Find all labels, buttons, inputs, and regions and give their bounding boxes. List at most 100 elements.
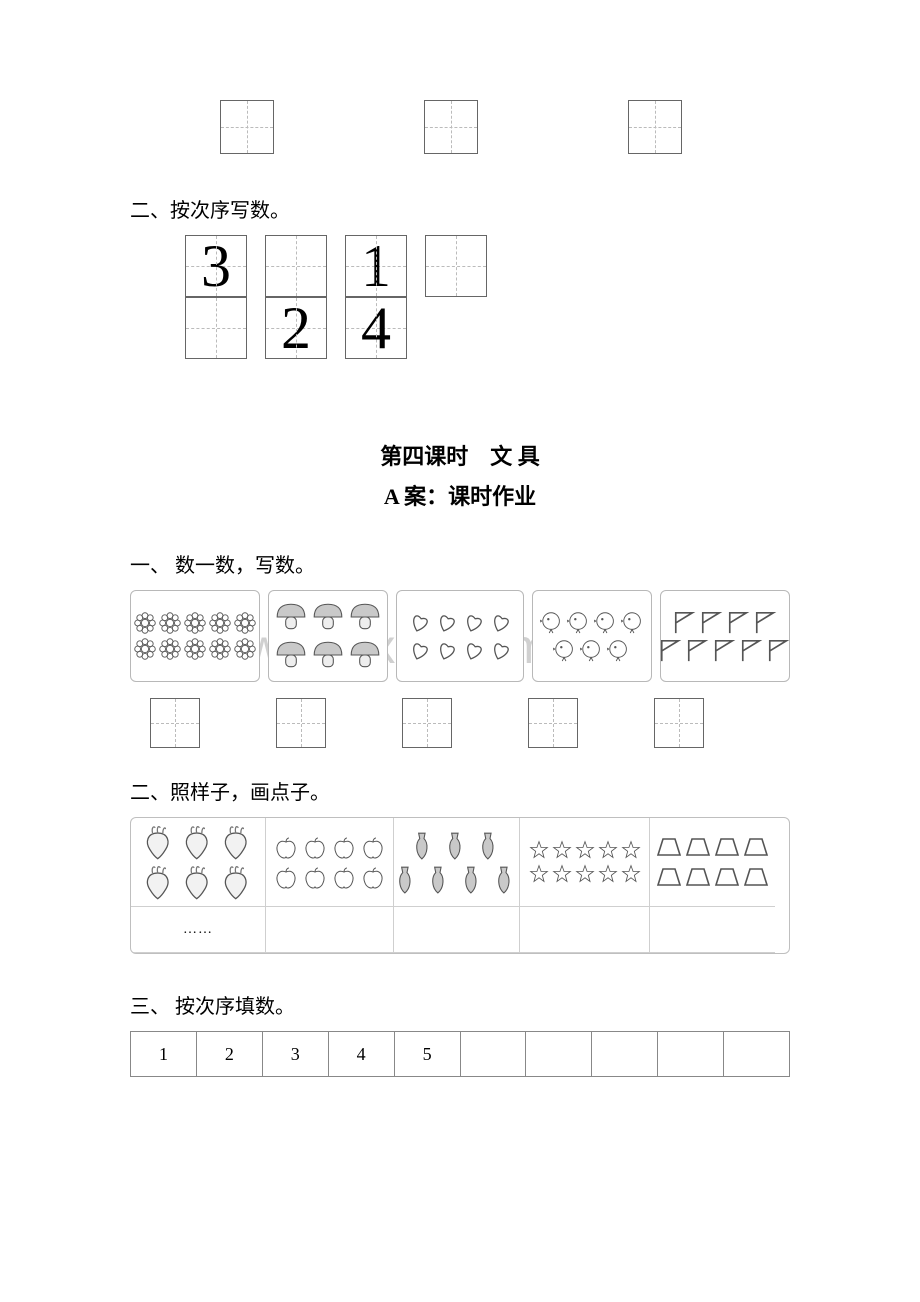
star-icon <box>575 864 595 884</box>
q3-heading: 三、 按次序填数。 <box>130 990 790 1019</box>
flower-icon <box>134 612 156 634</box>
digit-label: 3 <box>186 236 246 296</box>
flag-icon <box>686 638 710 662</box>
tianzige-box <box>265 235 327 297</box>
count-card-chick <box>532 590 652 682</box>
count-card-mushroom <box>268 590 388 682</box>
q3-cell: 2 <box>197 1032 263 1076</box>
chick-icon <box>594 610 618 634</box>
flag-icon <box>767 638 791 662</box>
q2-cell-apple <box>266 818 394 907</box>
flag-icon <box>740 638 764 662</box>
q3-cell: 3 <box>263 1032 329 1076</box>
radish-icon <box>219 824 255 860</box>
tianzige-box <box>276 698 326 748</box>
q2-answer-cell <box>520 907 650 953</box>
q2-answer-cell <box>650 907 775 953</box>
q3-cell <box>526 1032 592 1076</box>
digit-label <box>186 298 246 358</box>
q2-cell-vase <box>394 818 520 907</box>
tianzige-box <box>402 698 452 748</box>
q3-cell <box>592 1032 658 1076</box>
mushroom-icon <box>311 600 345 634</box>
q2-answer-cell <box>266 907 394 953</box>
count-card-flower <box>130 590 260 682</box>
digit-label <box>266 236 326 296</box>
apple-icon <box>302 834 328 860</box>
trapezoid-icon <box>743 834 769 860</box>
q3-cell: 1 <box>131 1032 197 1076</box>
vase-icon <box>409 830 439 860</box>
trapezoid-icon <box>656 834 682 860</box>
heart-icon <box>462 638 486 662</box>
flower-icon <box>234 638 256 660</box>
count-card-heart <box>396 590 524 682</box>
q1-heading: 一、 数一数，写数。 <box>130 549 790 578</box>
heart-icon <box>408 610 432 634</box>
apple-icon <box>273 864 299 890</box>
star-icon <box>598 840 618 860</box>
trapezoid-icon <box>714 864 740 890</box>
digit-label: 2 <box>266 298 326 358</box>
vase-icon <box>458 864 488 894</box>
tianzige-box <box>150 698 200 748</box>
chick-icon <box>567 610 591 634</box>
flower-icon <box>209 638 231 660</box>
vase-icon <box>475 830 505 860</box>
radish-icon <box>180 864 216 900</box>
apple-icon <box>360 834 386 860</box>
lesson-title: 第四课时 文 具 <box>130 439 790 471</box>
q3-cell: 4 <box>329 1032 395 1076</box>
q2-cell-star <box>520 818 650 907</box>
flag-icon <box>727 610 751 634</box>
heart-icon <box>462 610 486 634</box>
tianzige-box <box>654 698 704 748</box>
radish-icon <box>180 824 216 860</box>
flag-icon <box>673 610 697 634</box>
star-icon <box>621 864 641 884</box>
q3-cell: 5 <box>395 1032 461 1076</box>
flower-icon <box>159 612 181 634</box>
tianzige-box: 4 <box>345 297 407 359</box>
flag-icon <box>700 610 724 634</box>
mushroom-icon <box>274 600 308 634</box>
star-icon <box>529 864 549 884</box>
tianzige-box <box>628 100 682 154</box>
chick-icon <box>621 610 645 634</box>
star-icon <box>575 840 595 860</box>
top-blank-boxes <box>220 100 790 154</box>
digit-label <box>426 236 486 296</box>
heart-icon <box>489 638 513 662</box>
mushroom-icon <box>274 638 308 672</box>
flower-icon <box>134 638 156 660</box>
heart-icon <box>435 638 459 662</box>
heart-icon <box>435 610 459 634</box>
q3-number-strip: 12345 <box>130 1031 790 1077</box>
chick-icon <box>553 638 577 662</box>
q1-answer-boxes <box>150 698 790 748</box>
apple-icon <box>273 834 299 860</box>
q1-card-row <box>130 590 790 682</box>
tianzige-box: 1 <box>345 235 407 297</box>
flag-icon <box>659 638 683 662</box>
sequence-grid: 3 1 2 4 <box>185 235 790 359</box>
vase-icon <box>392 864 422 894</box>
q2-cell-trapezoid <box>650 818 775 907</box>
vase-icon <box>442 830 472 860</box>
flower-icon <box>184 638 206 660</box>
tianzige-box: 2 <box>265 297 327 359</box>
radish-icon <box>219 864 255 900</box>
flag-icon <box>754 610 778 634</box>
chick-icon <box>540 610 564 634</box>
flower-icon <box>159 638 181 660</box>
count-card-flag <box>660 590 790 682</box>
q3-cell <box>724 1032 789 1076</box>
vase-icon <box>425 864 455 894</box>
q2-heading: 二、照样子，画点子。 <box>130 776 790 805</box>
tianzige-box <box>185 297 247 359</box>
mushroom-icon <box>311 638 345 672</box>
flower-icon <box>234 612 256 634</box>
digit-label: 1 <box>346 236 406 296</box>
star-icon <box>621 840 641 860</box>
star-icon <box>552 864 572 884</box>
